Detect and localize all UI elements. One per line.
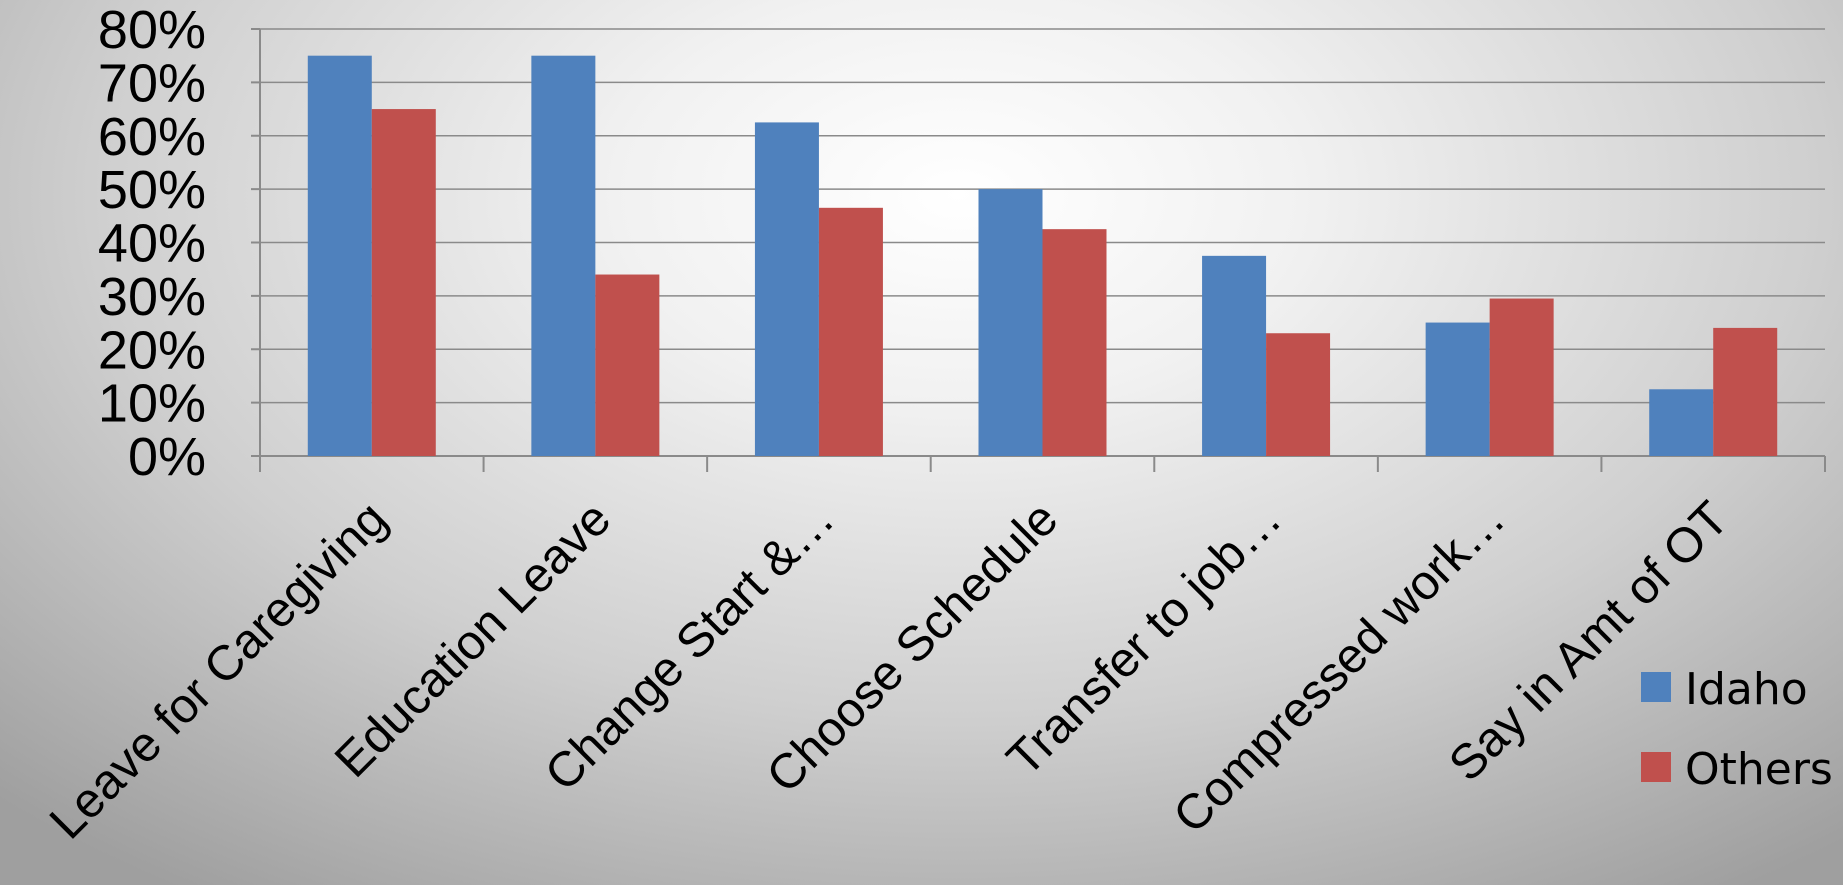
y-tick-label: 40% — [98, 214, 206, 274]
y-tick-label: 80% — [98, 0, 206, 60]
bar-idaho-3 — [754, 122, 819, 456]
y-axis-tick-labels: 0%10%20%30%40%50%60%70%80% — [98, 0, 206, 487]
bars — [307, 55, 1778, 456]
bar-others-3 — [818, 207, 883, 456]
y-tick-label: 20% — [98, 320, 206, 380]
bar-others-4 — [1042, 229, 1107, 456]
bar-others-2 — [595, 274, 660, 456]
bar-others-1 — [371, 109, 436, 456]
legend: Idaho Others — [1641, 664, 1833, 795]
x-category-label: Leave for Caregiving — [40, 492, 398, 850]
y-tick-label: 50% — [98, 160, 206, 220]
bar-idaho-7 — [1649, 389, 1714, 456]
bar-idaho-6 — [1425, 322, 1490, 456]
y-tick-label: 60% — [98, 107, 206, 167]
legend-swatch-idaho — [1641, 672, 1671, 702]
bar-others-7 — [1713, 327, 1778, 456]
legend-label-others: Others — [1685, 744, 1833, 795]
y-tick-label: 30% — [98, 267, 206, 327]
y-tick-label: 70% — [98, 53, 206, 113]
bar-idaho-1 — [307, 55, 372, 456]
legend-swatch-others — [1641, 752, 1671, 782]
bar-others-6 — [1489, 298, 1554, 456]
y-tick-label: 10% — [98, 374, 206, 434]
bar-others-5 — [1266, 333, 1331, 456]
bar-idaho-5 — [1202, 255, 1267, 456]
legend-label-idaho: Idaho — [1685, 664, 1808, 715]
bar-idaho-2 — [531, 55, 596, 456]
bar-idaho-4 — [978, 189, 1043, 456]
y-tick-label: 0% — [128, 427, 206, 487]
